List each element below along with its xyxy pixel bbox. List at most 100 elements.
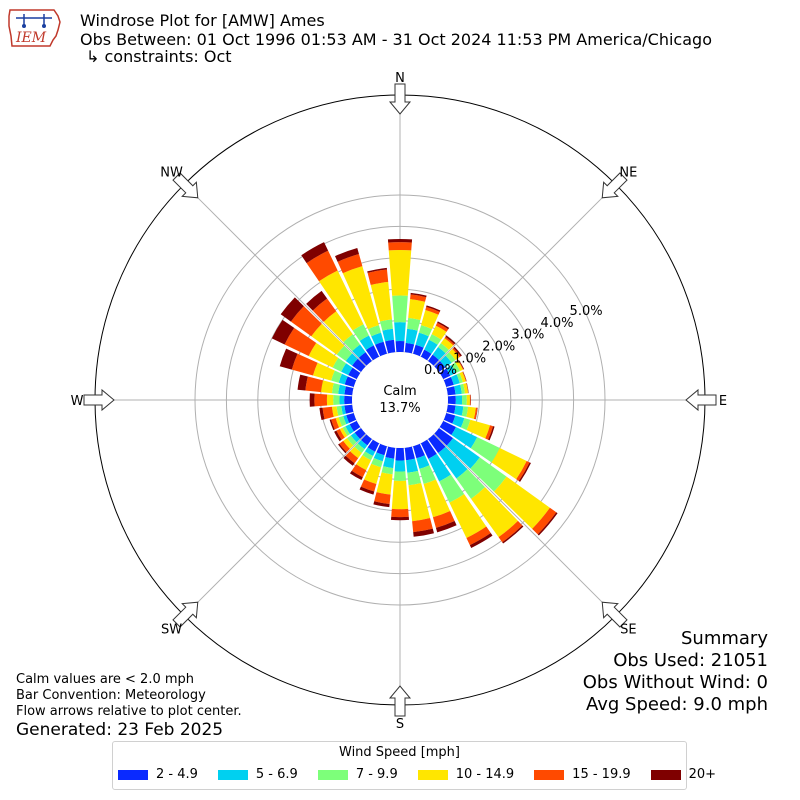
wind-bar-segment <box>462 371 467 382</box>
wind-bar-segment <box>445 352 456 363</box>
wind-bar-segment <box>404 342 415 354</box>
wind-bar-segment <box>437 321 450 330</box>
flow-arrow-icon <box>388 685 412 717</box>
grid-spoke <box>183 433 367 617</box>
wind-bar-segment <box>344 395 353 405</box>
wind-bar-segment <box>359 486 375 495</box>
wind-bar-segment <box>349 470 363 481</box>
wind-bar-segment <box>305 376 324 393</box>
wind-bar-segment <box>537 512 558 536</box>
notes-block: Calm values are < 2.0 mph Bar Convention… <box>16 672 242 741</box>
wind-bar-segment <box>448 348 460 361</box>
wind-bar-segment <box>463 383 469 394</box>
wind-bar-segment <box>320 380 334 394</box>
wind-bar-segment <box>343 438 354 449</box>
wind-bar-segment <box>350 446 362 459</box>
wind-bar-segment <box>454 405 464 416</box>
wind-bar-segment <box>456 469 486 499</box>
wind-bar-segment <box>447 395 456 405</box>
wind-bar-segment <box>336 345 353 361</box>
iem-logo: IEM <box>8 9 61 47</box>
wind-bar-segment <box>312 362 335 381</box>
wind-bar-segment <box>346 435 357 446</box>
wind-bar-segment <box>343 334 361 352</box>
wind-bar-segment <box>351 464 367 478</box>
flow-arrow-icon <box>601 601 628 628</box>
wind-bar-segment <box>352 344 366 358</box>
legend-items: 2 - 4.9 5 - 6.9 7 - 9.9 10 - 14.9 15 - 19.9 2… <box>118 767 736 782</box>
wind-bar-segment <box>388 249 412 296</box>
wind-bar-segment <box>338 415 347 427</box>
wind-bar-segment <box>392 295 408 323</box>
wind-bar-segment <box>367 267 387 273</box>
wind-bar-segment <box>339 395 345 405</box>
wind-bar-segment <box>342 266 379 330</box>
legend: Wind Speed [mph] 2 - 4.9 5 - 6.9 7 - 9.9 10… <box>112 741 716 790</box>
wind-bar-segment <box>457 360 464 370</box>
wind-bar-segment <box>428 434 446 454</box>
wind-bar-segment <box>426 305 441 312</box>
calm-note: Calm values are < 2.0 mph <box>16 672 195 687</box>
compass-label: SE <box>620 622 636 637</box>
flow-note: Flow arrows relative to plot center. <box>16 704 242 719</box>
wind-bar-segment <box>388 242 412 251</box>
legend-item: 10 - 14.9 <box>417 767 515 782</box>
wind-bar-segment <box>460 418 471 431</box>
wind-bar-segment <box>412 344 424 357</box>
wind-bar-segment <box>444 336 455 346</box>
legend-title: Wind Speed [mph] <box>339 745 460 760</box>
wind-bar-segment <box>428 334 442 345</box>
wind-bar-segment <box>362 451 374 461</box>
wind-bar-segment <box>341 405 346 415</box>
wind-bar-segment <box>348 367 361 380</box>
wind-bar-segment <box>394 322 406 342</box>
wind-bar-segment <box>371 458 383 468</box>
wind-bar-segment <box>326 394 334 406</box>
wind-bar-segment <box>297 374 308 391</box>
wind-bar-segment <box>301 242 329 264</box>
wind-bar-segment <box>416 455 430 469</box>
wind-bar-segment <box>380 319 393 331</box>
wind-bar-segment <box>453 346 462 357</box>
avg-speed: Avg Speed: 9.0 mph <box>586 694 768 715</box>
wind-bar-segment <box>334 430 342 442</box>
wind-bar-segment <box>466 394 470 406</box>
wind-bar-segment <box>516 460 530 482</box>
wind-bar-segment <box>332 357 347 372</box>
legend-label: 10 - 14.9 <box>455 767 515 782</box>
wind-bar-segment <box>367 269 389 286</box>
wind-bar-segment <box>318 270 364 331</box>
wind-bar-segment <box>404 446 415 461</box>
wind-bar-segment <box>279 348 298 370</box>
wind-bar-segment <box>339 427 348 438</box>
wind-bar-segment <box>342 426 350 436</box>
legend-swatch <box>650 769 681 780</box>
wind-bar-segment <box>385 339 396 354</box>
wind-bar-segment <box>373 501 390 508</box>
wind-bar-segment <box>424 339 438 354</box>
obs-used: Obs Used: 21051 <box>613 650 768 671</box>
wind-bar-segment <box>405 328 418 345</box>
flow-arrow-icon <box>601 172 628 199</box>
legend-item: 5 - 6.9 <box>217 767 298 782</box>
wind-bar-segment <box>475 407 478 420</box>
chart-title: Windrose Plot for [AMW] Ames <box>80 11 325 30</box>
wind-bar-segment <box>344 376 357 388</box>
wind-bar-segment <box>343 415 350 425</box>
radial-tick-label: 3.0% <box>511 328 544 343</box>
wind-bar-segment <box>446 404 456 414</box>
legend-swatch <box>534 769 565 780</box>
wind-bar-segment <box>323 311 353 343</box>
legend-item: 20+ <box>650 767 716 782</box>
wind-bar-segment <box>319 407 325 420</box>
wind-bar-segment <box>493 476 550 529</box>
compass-label: SW <box>161 622 182 637</box>
compass-label: NE <box>619 166 637 181</box>
flow-arrow-icon <box>388 83 412 115</box>
grid-spoke <box>433 433 617 617</box>
wind-bar-segment <box>338 443 347 454</box>
wind-bar-segment <box>335 417 342 428</box>
wind-bar-segment <box>440 338 454 350</box>
wind-bar-segment <box>336 405 343 416</box>
